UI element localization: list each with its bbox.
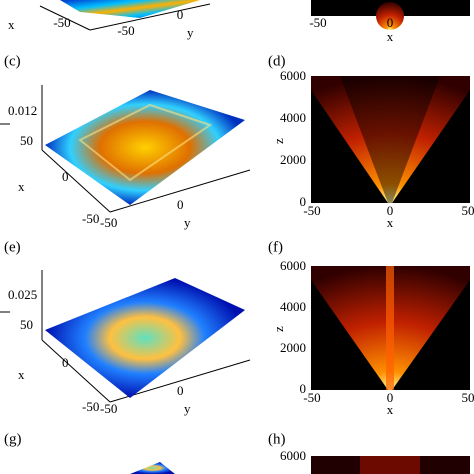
axis: [109, 169, 251, 213]
panel-label: (e): [4, 239, 21, 255]
tick-label: 2000: [280, 340, 306, 355]
panel-label: (h): [268, 431, 286, 447]
tick-label: 6000: [280, 448, 306, 463]
surface-ridge: [78, 103, 213, 182]
axis-label: y: [187, 25, 194, 40]
tick-label: 0: [177, 197, 184, 212]
top-surface: x -50 -50 0 y: [8, 0, 211, 40]
axis-label: x: [8, 17, 15, 32]
tick-label: 50: [20, 133, 33, 148]
tick-label: -50: [303, 203, 320, 218]
axis: [41, 149, 111, 213]
surface: [130, 462, 175, 474]
heatmap-center: [386, 266, 394, 390]
tick-label: 0: [177, 383, 184, 398]
axis-label: y: [184, 215, 191, 230]
panel-d: (d) 6000 4000 2000 0 z -50 0 50 x: [268, 53, 474, 230]
top-heatmap: -50 0 x: [309, 0, 470, 44]
tick-label: 2000: [280, 152, 306, 167]
tick-label: -50: [117, 23, 134, 38]
tick-label: 0: [387, 203, 394, 218]
panel-c: (c) 0.012 50 0 x -50 -50 0 y: [0, 53, 251, 230]
axis-label: x: [387, 215, 394, 230]
tick-label: -50: [100, 215, 117, 230]
surface: [45, 278, 245, 398]
panel-e: (e) 0.025 50 0 x -50 -50 0 y: [0, 239, 251, 416]
tick-label: -50: [53, 15, 70, 30]
tick-label: -50: [82, 211, 99, 226]
tick-label: 0.025: [8, 287, 37, 302]
axis: [89, 3, 211, 31]
axis: [39, 5, 91, 31]
surface: [60, 0, 200, 18]
tick-label: 6000: [280, 68, 306, 83]
panel-g: (g): [4, 431, 175, 474]
tick-label: -50: [309, 15, 326, 30]
tick-label: 6000: [280, 258, 306, 273]
axis-label: z: [271, 326, 286, 332]
tick-label: 50: [20, 317, 33, 332]
heatmap-cone: [311, 76, 470, 203]
tick-label: 0: [300, 194, 307, 209]
heatmap-band: [360, 456, 420, 474]
tick-label: 50: [462, 390, 474, 405]
panel-h: (h) 6000: [268, 431, 470, 474]
tick-label: -50: [100, 401, 117, 416]
tick-label: 50: [462, 203, 474, 218]
heatmap-inner: [340, 76, 440, 203]
tick-label: -50: [303, 390, 320, 405]
panel-label: (c): [4, 53, 21, 69]
axis-label: x: [387, 29, 394, 44]
axis-label: x: [387, 402, 394, 417]
tick-label: 4000: [280, 299, 306, 314]
tick-label: 0.012: [8, 103, 37, 118]
tick-label: 0: [300, 381, 307, 396]
tick-label: 0: [62, 169, 69, 184]
tick-label: 0: [387, 390, 394, 405]
axis-label: y: [184, 401, 191, 416]
panel-f: (f) 6000 4000 2000 0 z -50 0 50 x: [268, 239, 474, 417]
axis-label: x: [18, 179, 25, 194]
surface: [45, 90, 245, 205]
tick-label: 0: [387, 15, 394, 30]
tick-label: 4000: [280, 110, 306, 125]
panel-label: (d): [268, 53, 286, 69]
axis-label: z: [271, 138, 286, 144]
axis-label: x: [18, 367, 25, 382]
panel-label: (g): [4, 431, 22, 447]
tick-label: 0: [62, 355, 69, 370]
panel-label: (f): [268, 239, 283, 255]
tick-label: 0: [177, 7, 184, 22]
axis: [41, 339, 111, 403]
tick-label: -50: [82, 399, 99, 414]
heatmap-glow: [376, 2, 404, 30]
